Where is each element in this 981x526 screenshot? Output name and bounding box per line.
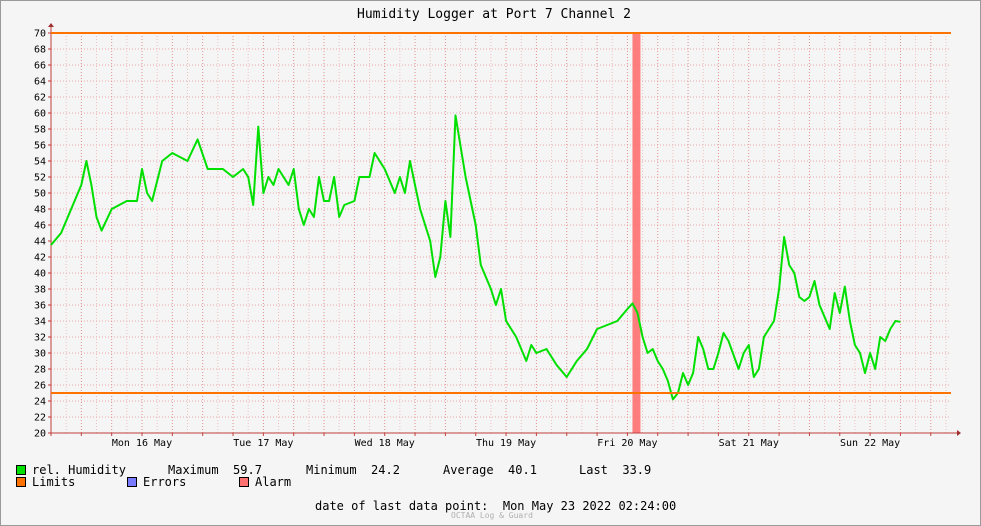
stat-average-label: Average: [443, 463, 494, 477]
legend-errors-label: Errors: [143, 475, 187, 489]
y-tick-label: 38: [34, 285, 46, 296]
x-tick-label: Thu 19 May: [476, 438, 536, 449]
alarm-swatch: [239, 477, 249, 487]
y-tick-label: 22: [34, 413, 46, 424]
y-tick-label: 26: [34, 381, 46, 392]
alarm-region: [632, 33, 641, 433]
y-tick-label: 56: [34, 141, 46, 152]
humidity-swatch: [16, 465, 26, 475]
y-tick-label: 66: [34, 61, 46, 72]
y-tick-label: 58: [34, 125, 46, 136]
y-tick-label: 48: [34, 205, 46, 216]
x-tick-label: Tue 17 May: [233, 438, 293, 449]
y-tick-label: 44: [34, 237, 46, 248]
y-tick-label: 50: [34, 189, 46, 200]
y-axis-arrow: [48, 23, 54, 27]
y-tick-label: 20: [34, 429, 46, 440]
y-tick-label: 36: [34, 301, 46, 312]
alarm-band: [632, 33, 641, 433]
x-tick-label: Sun 22 May: [840, 438, 900, 449]
series-lines: [50, 114, 901, 401]
legend-limits-label: Limits: [32, 475, 76, 489]
stat-maximum-value: 59.7: [233, 463, 262, 477]
stat-last-value: 33.9: [622, 463, 652, 477]
grid-lines: [48, 32, 951, 436]
legend-errors: Errors: [127, 475, 186, 489]
stat-minimum-value: 24.2: [371, 463, 400, 477]
y-tick-labels: 20 22 24 26 28 30 32 34 36 38 40 42 44 46 48 50 52 54 56 58…: [34, 29, 46, 440]
y-tick-label: 52: [34, 173, 46, 184]
chart-title: Humidity Logger at Port 7 Channel 2: [357, 7, 631, 22]
y-tick-label: 24: [34, 397, 46, 408]
y-tick-label: 34: [34, 317, 46, 328]
x-tick-label: Wed 18 May: [355, 438, 415, 449]
stat-last-label: Last: [579, 463, 608, 477]
y-tick-label: 28: [34, 365, 46, 376]
limit-lines: [51, 32, 951, 394]
stat-last: Last 33.9: [579, 463, 651, 477]
stat-maximum-label: Maximum: [168, 463, 219, 477]
y-tick-label: 68: [34, 45, 46, 56]
legend-limits: Limits: [16, 475, 75, 489]
y-tick-label: 46: [34, 221, 46, 232]
stat-average-value: 40.1: [508, 463, 537, 477]
y-tick-label: 54: [34, 157, 46, 168]
axes: [48, 23, 961, 436]
errors-swatch: [127, 477, 137, 487]
limits-swatch: [16, 477, 26, 487]
y-tick-label: 64: [34, 77, 46, 88]
y-tick-label: 42: [34, 253, 46, 264]
y-tick-label: 32: [34, 333, 46, 344]
legend-humidity: rel. Humidity: [16, 463, 126, 477]
y-tick-label: 40: [34, 269, 46, 280]
watermark: OCTAA Log & Guard: [451, 511, 533, 520]
stat-minimum: Minimum 24.2: [306, 463, 400, 477]
x-tick-label: Mon 16 May: [112, 438, 172, 449]
y-tick-label: 60: [34, 109, 46, 120]
legend-alarm-label: Alarm: [255, 475, 292, 489]
y-tick-label: 70: [34, 29, 46, 40]
stat-minimum-label: Minimum: [306, 463, 357, 477]
legend-humidity-label: rel. Humidity: [32, 463, 126, 477]
x-axis-arrow: [957, 430, 961, 436]
stat-maximum: Maximum 59.7: [168, 463, 262, 477]
x-tick-label: Fri 20 May: [597, 438, 657, 449]
x-tick-label: Sat 21 May: [719, 438, 779, 449]
stat-average: Average 40.1: [443, 463, 537, 477]
y-tick-label: 62: [34, 93, 46, 104]
last-data-point: date of last data point: Mon May 23 2022…: [315, 499, 676, 513]
x-tick-labels: Mon 16 May Tue 17 May Wed 18 May Thu 19 May…: [112, 438, 900, 449]
legend-alarm: Alarm: [239, 475, 291, 489]
y-tick-label: 30: [34, 349, 46, 360]
humidity-line: [50, 114, 901, 401]
last-data-point-value: Mon May 23 2022 02:24:00: [502, 499, 677, 513]
last-data-point-label: date of last data point:: [315, 499, 489, 513]
